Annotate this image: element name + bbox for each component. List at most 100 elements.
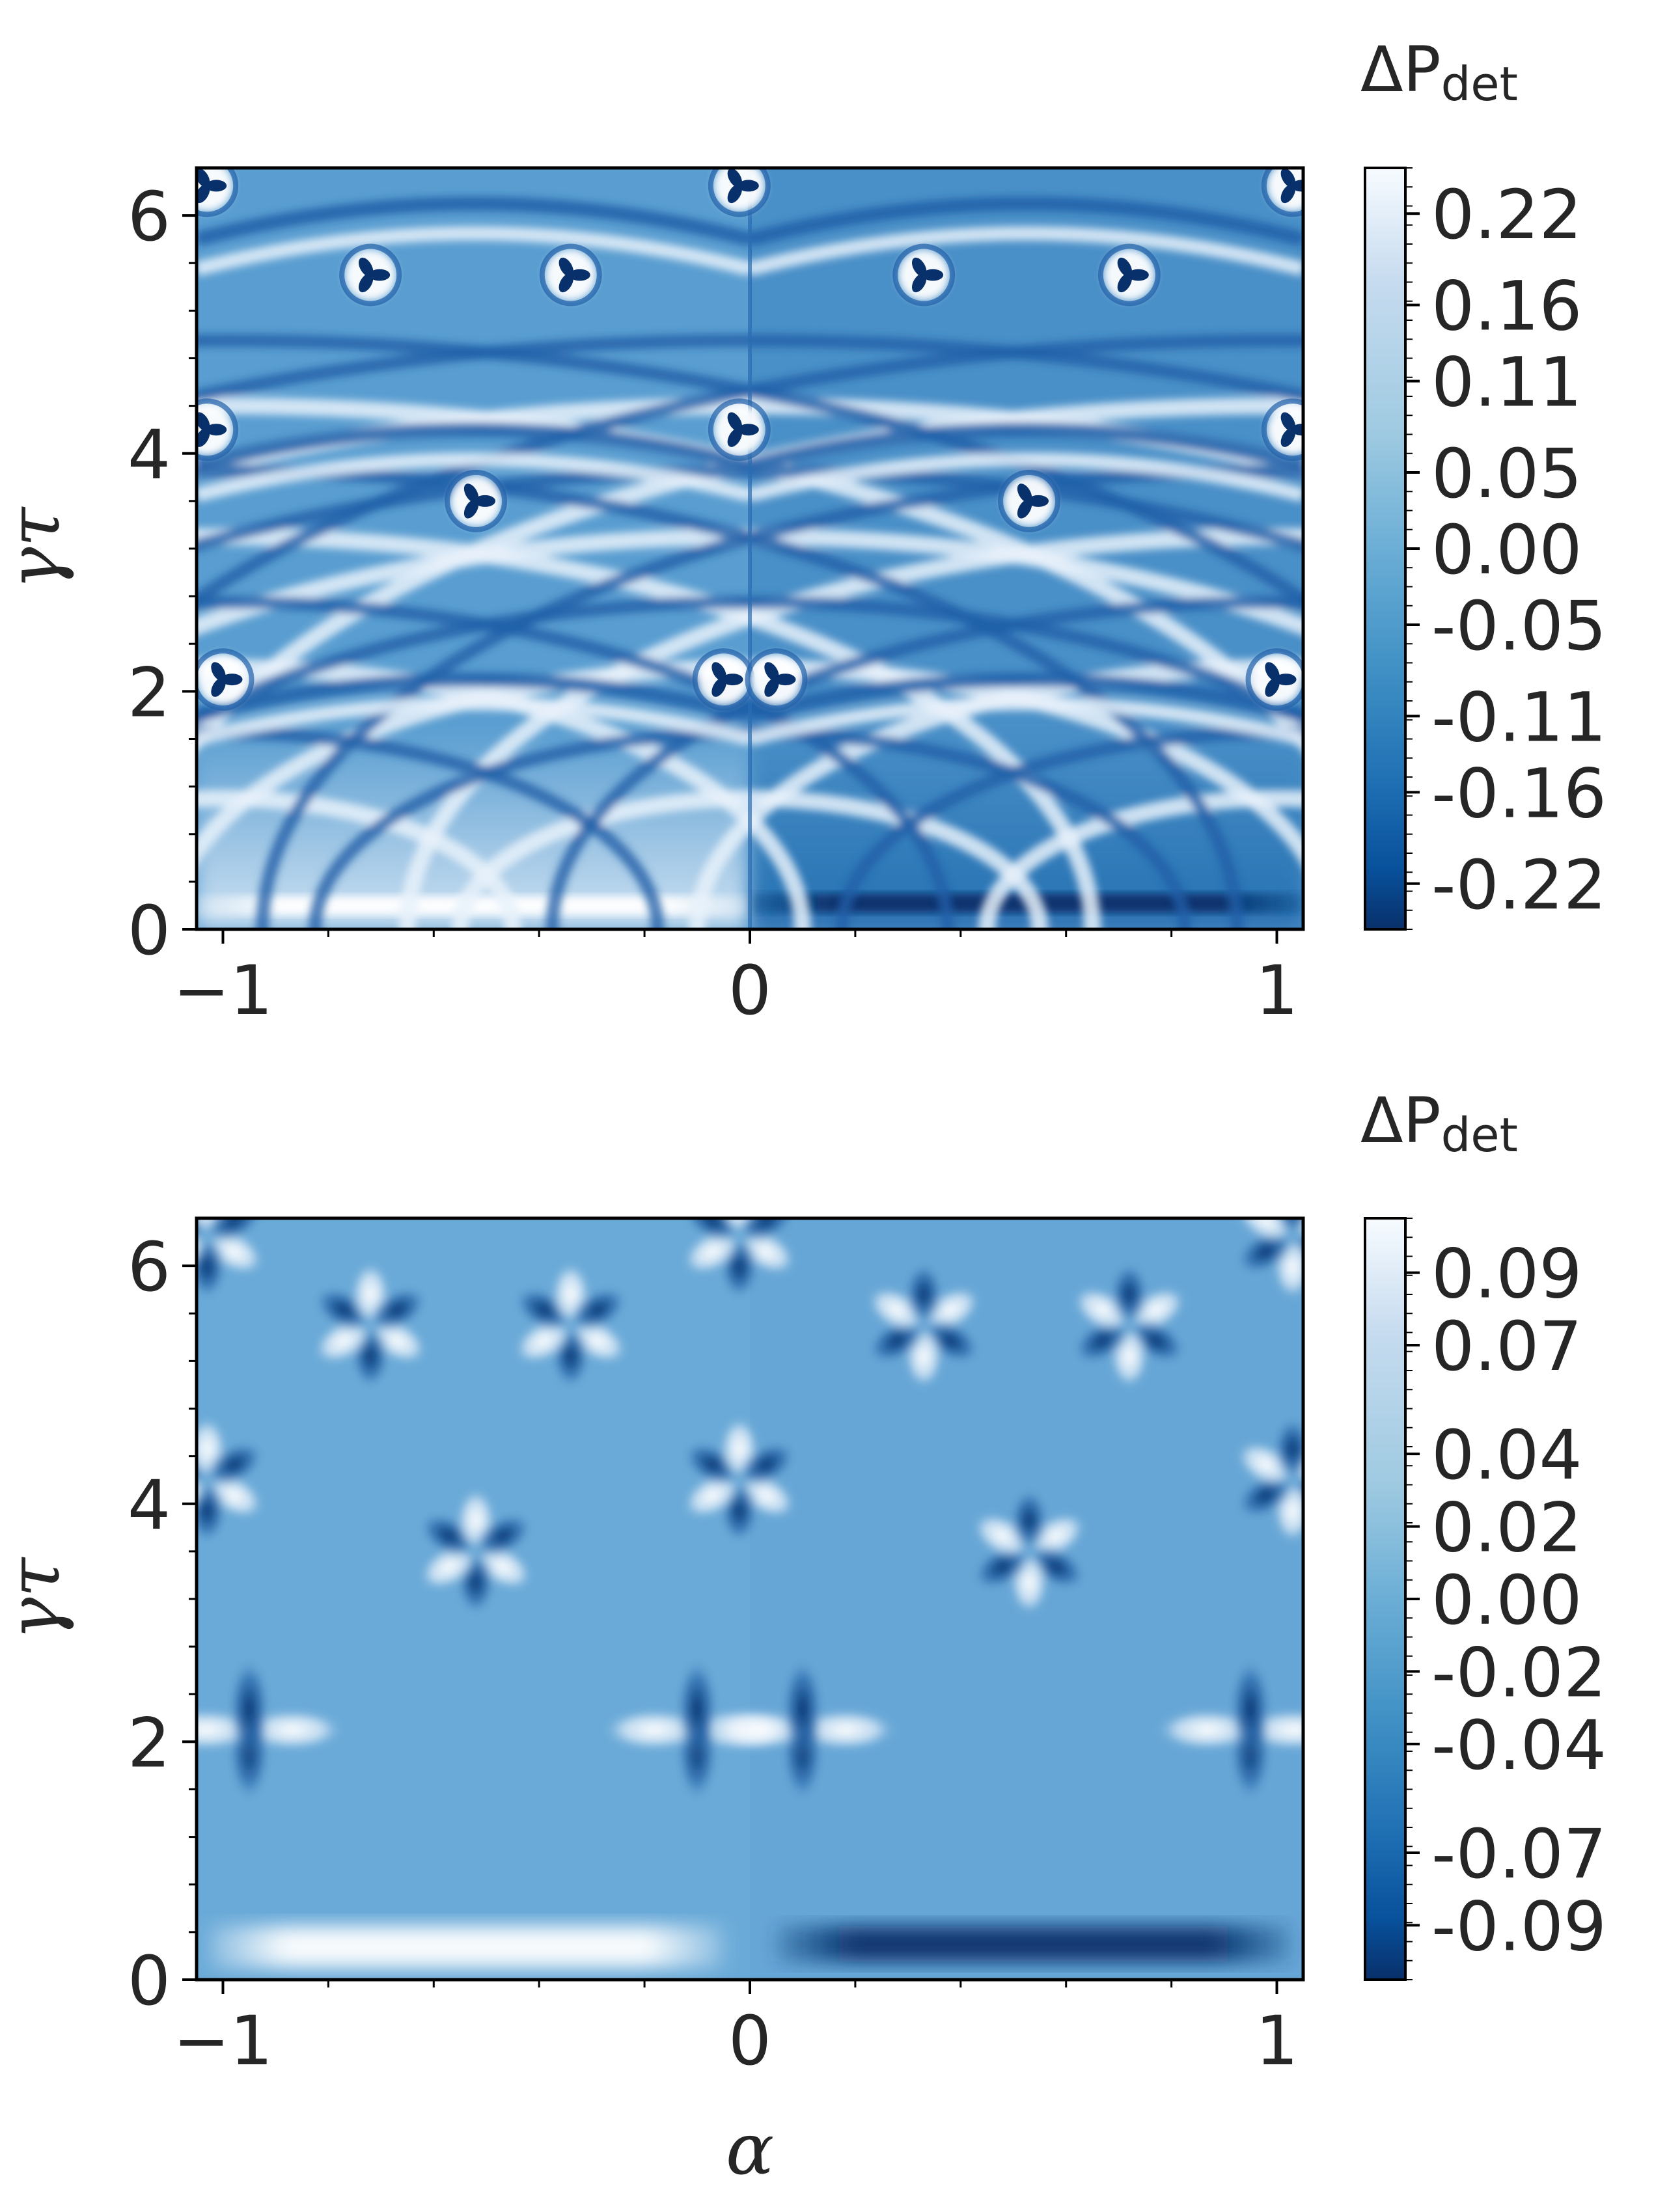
top-vortex-lobe	[463, 499, 479, 519]
top-vortex-ring	[708, 168, 771, 217]
top-vortex-lobe	[221, 674, 243, 686]
bottom-dark-lobe	[781, 1656, 823, 1761]
bottom-y-tick-label: 6	[128, 1227, 171, 1307]
top-vortex-ring	[892, 243, 956, 307]
top-colorbar-tick-label: -0.16	[1431, 754, 1607, 833]
bottom-dark-lobe	[1010, 1487, 1049, 1553]
top-vortex-ring	[197, 168, 239, 217]
top-colorbar-gradient	[1364, 167, 1407, 931]
bottom-colorbar: 0.090.07 0.040.020.00-0.02-0.04 -0.07-0.09…	[1360, 1084, 1607, 1981]
top-vortex	[1097, 243, 1161, 307]
top-colorbar-tick-label: 0.22	[1431, 175, 1582, 254]
top-vortex	[197, 168, 239, 217]
top-vortex-ring	[708, 398, 771, 461]
top-vortex	[745, 648, 808, 711]
top-arc-dark	[197, 595, 954, 929]
top-vortex-lobe	[463, 484, 479, 503]
top-vortex-lobe	[1028, 495, 1049, 507]
bottom-lobe-cluster	[682, 1218, 797, 1300]
top-vortex-lobe	[1127, 269, 1149, 281]
top-horizontal-arc	[748, 196, 1303, 247]
top-vortex-lobe	[911, 273, 927, 293]
top-horizontal-arc	[748, 696, 1303, 746]
top-x-tick-label: 1	[1255, 951, 1298, 1030]
top-vortex-lobe	[775, 674, 796, 686]
top-vortex-lobe	[1275, 674, 1297, 686]
bottom-lobe-cluster	[1155, 1656, 1303, 1804]
bottom-dark-lobe	[676, 1656, 719, 1761]
top-vortex-lobe	[738, 180, 759, 192]
bottom-x-tick-label: 1	[1255, 2001, 1298, 2081]
bottom-x-tick-label: 0	[728, 2001, 771, 2081]
bottom-lobe-cluster	[419, 1487, 533, 1615]
bottom-lobe-cluster	[866, 1261, 981, 1389]
top-vortex-ring	[539, 243, 602, 307]
bottom-dark-lobe	[473, 1512, 533, 1559]
top-horizontal-arc	[748, 422, 1303, 472]
top-vortex	[197, 398, 239, 461]
top-horizontal-arc	[197, 196, 752, 247]
bottom-dark-lobe	[204, 1441, 264, 1488]
top-vortex-lobe	[727, 168, 742, 187]
top-vortex-lobe	[1117, 273, 1133, 293]
top-vortex-lobe	[711, 677, 726, 697]
bottom-y-tick-label: 0	[128, 1941, 171, 2021]
bottom-y-tick-label: 2	[128, 1703, 171, 1782]
top-vortex-lobe	[727, 412, 742, 431]
top-y-tick-label: 2	[128, 653, 171, 732]
top-colorbar-title: ΔPdet	[1360, 33, 1518, 111]
bottom-bright-lobe	[1235, 1218, 1296, 1244]
top-vortex-ring	[745, 648, 808, 711]
top-vortex	[1261, 398, 1303, 461]
top-vortex-ring	[339, 243, 402, 307]
top-vortex	[1245, 648, 1303, 711]
top-y-tick-label: 0	[128, 891, 171, 970]
top-vortex-halo	[1266, 403, 1303, 456]
bottom-dark-lobe	[568, 1286, 628, 1333]
top-vortex-lobe	[727, 428, 742, 447]
bottom-colorbar-gradient	[1364, 1217, 1407, 1981]
top-horizontal-arc	[748, 452, 1303, 502]
top-y-tick-label: 6	[128, 177, 171, 256]
top-vortex	[998, 469, 1061, 532]
bottom-dark-band	[776, 1926, 1290, 1962]
top-vortex	[445, 469, 508, 532]
bottom-dark-lobe	[1230, 1656, 1272, 1761]
top-vortex-ring	[197, 398, 239, 461]
top-colorbar-tick-label: -0.22	[1431, 845, 1607, 925]
top-horizontal-arc	[197, 422, 752, 472]
bottom-dark-lobe	[204, 1218, 264, 1244]
top-arc-dark	[197, 465, 1244, 929]
top-vortex-ring	[1245, 648, 1303, 711]
top-colorbar-tick-label: -0.11	[1431, 677, 1607, 757]
top-vortex-lobe	[1117, 257, 1133, 277]
top-colorbar-tick-label: 0.00	[1431, 510, 1582, 590]
top-vortex-lobe	[197, 168, 210, 187]
bottom-colorbar-tick-label: 0.04	[1431, 1415, 1582, 1495]
top-x-tick-label: −1	[173, 951, 273, 1030]
bottom-lobe-cluster	[313, 1261, 428, 1389]
top-vortex-lobe	[569, 269, 590, 281]
top-vortex	[892, 243, 956, 307]
top-vortex-lobe	[1017, 484, 1032, 503]
top-colorbar-tick-label: 0.16	[1431, 267, 1582, 346]
bottom-colorbar-tick-label: 0.00	[1431, 1561, 1582, 1640]
top-arc-dark	[545, 595, 1303, 929]
top-colorbar-tick-label: 0.11	[1431, 343, 1582, 422]
top-heatmap-field	[197, 168, 1303, 929]
bottom-colorbar-tick-label: 0.09	[1431, 1235, 1582, 1314]
bottom-colorbar-tick-label: 0.02	[1431, 1488, 1582, 1568]
bottom-dark-lobe	[1273, 1218, 1303, 1238]
bottom-colorbar-tick-label: -0.07	[1431, 1814, 1607, 1894]
top-vortex	[339, 243, 402, 307]
top-horizontal-arc	[197, 226, 752, 277]
bottom-dark-lobe	[367, 1286, 428, 1333]
bottom-y-tick-label: 4	[128, 1466, 171, 1545]
top-vortex-lobe	[711, 662, 726, 681]
top-horizontal-arc	[748, 226, 1303, 277]
top-colorbar-tick-label: -0.05	[1431, 586, 1607, 666]
bottom-bright-band	[210, 1926, 724, 1968]
bottom-colorbar-title: ΔPdet	[1360, 1084, 1518, 1162]
